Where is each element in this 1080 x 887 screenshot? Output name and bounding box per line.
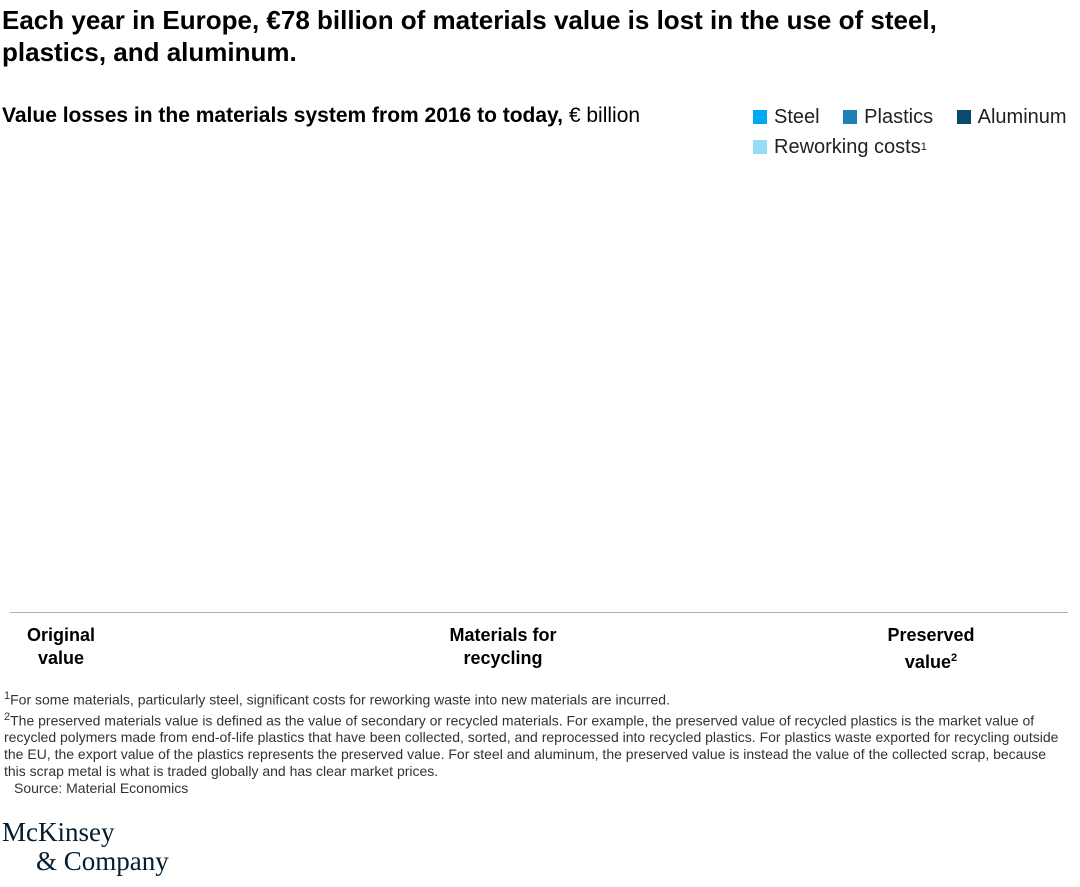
unit-label: € billion (568, 104, 641, 127)
footnote-mark: 1 (4, 690, 11, 702)
legend-swatch (753, 110, 767, 124)
legend-swatch (843, 110, 858, 124)
category-label-materials-for-recycling: Materials for recycling (440, 624, 566, 670)
category-text: Materials for recycling (449, 625, 557, 668)
chart-plot-area (10, 160, 1068, 612)
legend-label: Aluminum (977, 105, 1067, 128)
category-label-original-value: Original value (10, 624, 112, 670)
footnote-mark: 1 (920, 141, 927, 153)
footnote-mark: 2 (4, 710, 11, 723)
legend-item-aluminum: Aluminum (956, 105, 1067, 129)
legend-item-plastics: Plastics (843, 105, 933, 129)
category-label-preserved-value: Preserved value2 (872, 624, 990, 674)
chart-title: Each year in Europe, €78 billion of mate… (2, 5, 937, 67)
source: Source: Material Economics (14, 780, 189, 797)
footnote-text: The preserved materials value is defined… (4, 712, 1059, 780)
logo-line: McKinsey (2, 817, 115, 847)
mckinsey-logo: McKinsey & Company (2, 818, 169, 876)
legend-label: Steel (774, 105, 820, 128)
footnote-2: 2The preserved materials value is define… (4, 709, 1064, 781)
legend-label: Plastics (864, 105, 934, 128)
legend-label: Reworking costs (774, 135, 921, 158)
x-axis-line (10, 612, 1068, 613)
legend-swatch (753, 140, 767, 154)
category-text: Original value (26, 625, 95, 668)
footnote-text: For some materials, particularly steel, … (10, 691, 670, 708)
chart-subtitle: Value losses in the materials system fro… (2, 104, 640, 128)
legend-item-steel: Steel (753, 105, 820, 129)
category-text: Preserved value (887, 625, 975, 672)
legend-item-reworking-costs: Reworking costs 1 (753, 135, 927, 159)
footnotes: 1For some materials, particularly steel,… (4, 688, 1064, 797)
legend-swatch (956, 110, 971, 124)
logo-line: & Company (36, 846, 169, 876)
footnote-1: 1For some materials, particularly steel,… (4, 688, 1064, 709)
subtitle-text: Value losses in the materials system fro… (2, 104, 564, 127)
legend: Steel Plastics Aluminum Reworking costs 1 (753, 105, 1073, 165)
footnote-mark: 2 (950, 652, 958, 664)
